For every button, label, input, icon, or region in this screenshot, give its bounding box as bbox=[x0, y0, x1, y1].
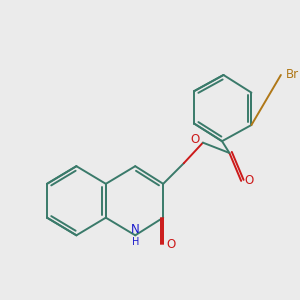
Text: O: O bbox=[190, 133, 199, 146]
Text: H: H bbox=[132, 237, 139, 247]
Text: Br: Br bbox=[286, 68, 298, 82]
Text: O: O bbox=[167, 238, 176, 250]
Text: O: O bbox=[245, 174, 254, 188]
Text: N: N bbox=[131, 223, 140, 236]
